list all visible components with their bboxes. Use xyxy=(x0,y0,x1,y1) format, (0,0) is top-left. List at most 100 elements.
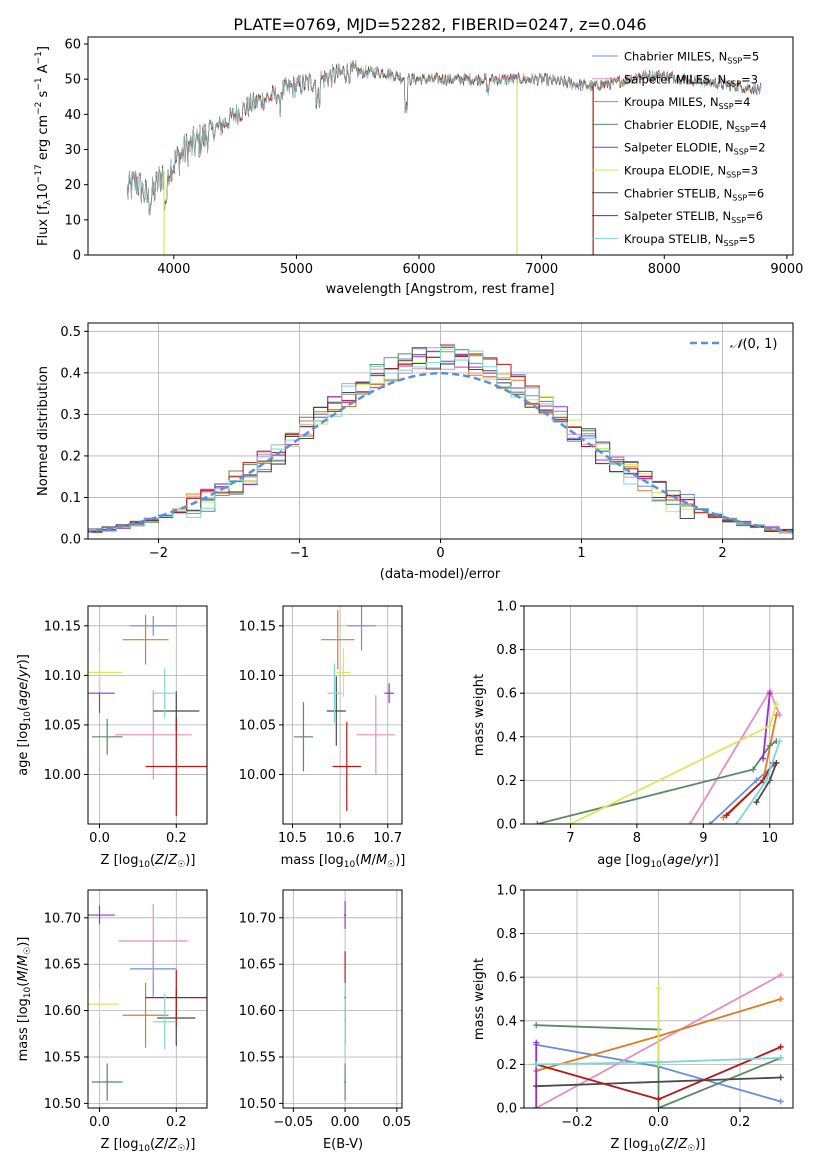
ytick-label: 0 xyxy=(73,249,81,264)
spectrum-lines xyxy=(126,60,762,255)
legend-label: Kroupa MILES, NSSP=4 xyxy=(624,95,750,111)
ytick-label: 50 xyxy=(64,73,81,88)
ytick-label: 1.0 xyxy=(496,884,517,899)
xtick-label: 10 xyxy=(761,831,778,846)
xtick-label: 7 xyxy=(566,831,574,846)
xtick-label: 0.05 xyxy=(382,1115,411,1130)
ytick-label: 0.0 xyxy=(496,818,517,833)
ytick-label: 10.55 xyxy=(44,1050,81,1065)
weight-marker xyxy=(687,821,694,824)
ytick-label: 20 xyxy=(64,178,81,193)
weight-series xyxy=(735,740,781,824)
figure-title: PLATE=0769, MJD=52282, FIBERID=0247, z=0… xyxy=(233,15,646,34)
weight-marker xyxy=(766,742,773,749)
residuals-lines xyxy=(88,344,793,536)
xtick-label: 10.7 xyxy=(373,831,402,846)
ytick-label: 10.00 xyxy=(239,768,276,783)
errorbar-point xyxy=(88,905,115,925)
ytick-label: 10.15 xyxy=(44,619,81,634)
weight-marker xyxy=(776,738,783,745)
ytick-label: 0.0 xyxy=(496,1102,517,1117)
ytick-label: 0.3 xyxy=(60,408,81,423)
weight-marker xyxy=(534,821,541,824)
ytick-label: 10.60 xyxy=(44,1004,81,1019)
weight-z-xlabel: Z [log10(Z/Z☉)] xyxy=(611,1137,706,1154)
errorbar-point xyxy=(88,652,123,693)
z-age-ylabel: age [log10(age/yr)] xyxy=(16,654,33,776)
errorbar-point xyxy=(344,901,347,929)
weight-age-frame xyxy=(523,605,794,825)
ytick-label: 0.6 xyxy=(496,687,517,702)
xtick-label: 8000 xyxy=(648,262,681,277)
spectrum-frame xyxy=(87,36,794,256)
ebv-mass-points xyxy=(344,901,347,1101)
errorbar-point xyxy=(344,1063,347,1101)
weight-series xyxy=(536,1076,781,1088)
z-mass-points xyxy=(88,903,207,1101)
ytick-label: 10.10 xyxy=(44,669,81,684)
weight-marker xyxy=(777,1098,784,1105)
ytick-label: 10.60 xyxy=(239,1004,276,1019)
errorbar-point xyxy=(321,609,355,670)
spectrum-ticks: 4000 5000 6000 7000 8000 9000 0 10 20 30 40 50 60 xyxy=(64,38,803,277)
errorbar-point xyxy=(145,969,207,1026)
z-age-points xyxy=(88,614,207,817)
ytick-label: 10.50 xyxy=(239,1097,276,1112)
xtick-label: 7000 xyxy=(525,262,558,277)
weight-marker xyxy=(763,777,770,784)
errorbar-point xyxy=(356,695,395,775)
weight-marker xyxy=(773,712,780,718)
ytick-label: 10.65 xyxy=(44,958,81,973)
ytick-label: 0.4 xyxy=(496,730,517,745)
residuals-ticks: −2 −1 0 1 2 0.0 0.1 0.2 0.3 0.4 0.5 xyxy=(60,325,726,561)
ebv-mass-ticks: −0.05 0.00 0.05 10.50 10.55 10.60 10.65 10.70 xyxy=(239,911,412,1130)
mass-age-ticks: 10.5 10.6 10.7 10.00 10.05 10.10 10.15 xyxy=(239,619,402,846)
xtick-label: 10.5 xyxy=(278,831,307,846)
ytick-label: 1.0 xyxy=(496,600,517,615)
errorbar-point xyxy=(384,683,394,704)
z-mass-grid xyxy=(88,890,207,1108)
xtick-label: 1 xyxy=(577,546,585,561)
legend-normal-label: 𝒩(0, 1) xyxy=(730,337,777,352)
weight-age-lines xyxy=(534,688,783,824)
weight-marker xyxy=(655,985,662,992)
errorbar-point xyxy=(88,990,119,1019)
mass-age-frame xyxy=(282,605,403,825)
panel-weight-z: −0.2 0.0 0.2 0.0 0.2 0.4 0.6 0.8 1.0 Z [log10(Z/… xyxy=(472,884,794,1154)
xtick-label: −2 xyxy=(149,546,168,561)
errorbar-point xyxy=(122,982,169,1048)
ytick-label: 0.2 xyxy=(496,1058,517,1073)
errorbar-point xyxy=(327,663,342,723)
mass-age-xlabel: mass [log10(M/M☉)] xyxy=(281,853,406,870)
z-mass-ticks: 0.0 0.2 10.50 10.55 10.60 10.65 10.70 xyxy=(44,911,187,1130)
ytick-label: 10.70 xyxy=(44,911,81,926)
spectrum-legend: Chabrier MILES, NSSP=5 Salpeter MILES, NS… xyxy=(592,50,767,248)
xtick-label: −0.2 xyxy=(561,1115,593,1130)
xtick-label: 6000 xyxy=(402,262,435,277)
ytick-label: 0.4 xyxy=(60,366,81,381)
xtick-label: 10.6 xyxy=(326,831,355,846)
weight-marker xyxy=(753,777,760,784)
errorbar-point xyxy=(118,903,188,979)
weight-marker xyxy=(750,766,757,773)
panel-mass-age: 10.5 10.6 10.7 10.00 10.05 10.10 10.15 mass [l… xyxy=(239,605,406,870)
errorbar-point xyxy=(114,690,192,780)
xtick-label: 0.2 xyxy=(166,831,187,846)
ytick-label: 0.4 xyxy=(496,1014,517,1029)
weight-marker xyxy=(533,1039,540,1046)
legend-label: Kroupa STELIB, NSSP=5 xyxy=(624,232,755,248)
weight-marker xyxy=(777,972,784,979)
ytick-label: 10.70 xyxy=(239,911,276,926)
xtick-label: 0.0 xyxy=(89,1115,110,1130)
errorbar-point xyxy=(130,615,177,636)
legend-label: Salpeter STELIB, NSSP=6 xyxy=(624,209,763,225)
panel-weight-age: 7 8 9 10 0.0 0.2 0.4 0.6 0.8 1.0 age [log10(age/y… xyxy=(472,600,794,870)
xtick-label: 0 xyxy=(436,546,444,561)
ebv-mass-frame xyxy=(282,889,403,1109)
weight-marker xyxy=(777,1043,784,1050)
xtick-label: 0.2 xyxy=(166,1115,187,1130)
weight-age-ticks: 7 8 9 10 0.0 0.2 0.4 0.6 0.8 1.0 xyxy=(496,600,778,847)
ytick-label: 0.2 xyxy=(496,774,517,789)
ytick-label: 0.1 xyxy=(60,491,81,506)
